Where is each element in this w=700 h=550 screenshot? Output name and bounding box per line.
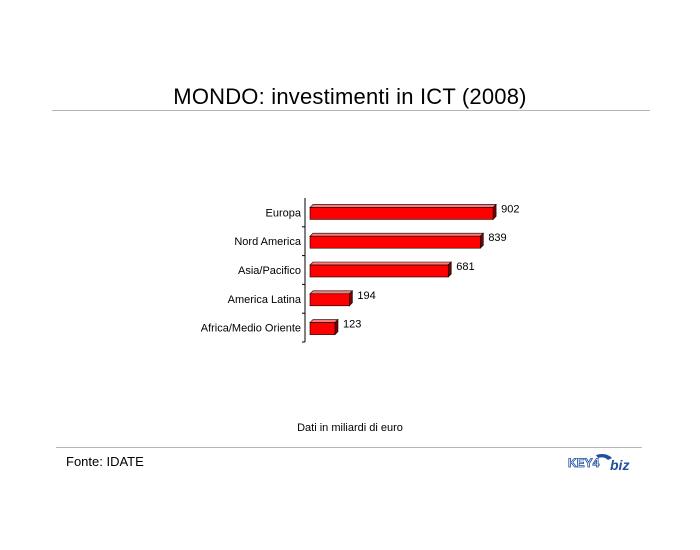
bar-front-face	[309, 264, 449, 278]
bar-side-face	[349, 290, 353, 307]
bar-top-face	[309, 290, 354, 295]
bar-top-face	[309, 204, 497, 208]
value-label-america-latina: 194	[357, 290, 375, 302]
value-label-europa: 902	[501, 203, 519, 215]
bar-nord-america	[309, 232, 485, 249]
bar-side-face	[447, 261, 452, 278]
logo-key-text: KEY4	[568, 456, 600, 470]
category-label-nord-america: Nord America	[234, 236, 302, 248]
category-label-europa: Europa	[266, 207, 302, 219]
bar-front-face	[309, 322, 336, 335]
unit-note: Dati in miliardi di euro	[297, 422, 403, 434]
bar-top-face	[309, 319, 339, 323]
category-label-america-latina: America Latina	[228, 294, 302, 306]
bar-africa-medio-oriente	[309, 318, 339, 336]
bar-front-face	[309, 293, 350, 307]
value-label-nord-america: 839	[488, 232, 506, 244]
bar-top-face	[309, 232, 485, 237]
footer-divider	[56, 447, 642, 448]
category-label-asia-pacifico: Asia/Pacifico	[238, 265, 301, 277]
bar-front-face	[309, 207, 494, 220]
bar-top-face	[309, 261, 452, 266]
bar-europa	[309, 203, 497, 221]
bar-america-latina	[309, 290, 354, 307]
category-label-africa-medio-oriente: Africa/Medio Oriente	[201, 323, 301, 335]
logo-swoosh	[596, 454, 612, 460]
value-label-africa-medio-oriente: 123	[343, 319, 361, 331]
chart-title: MONDO: investimenti in ICT (2008)	[173, 84, 527, 109]
bar-side-face	[480, 232, 484, 249]
key4biz-logo: KEY4 biz	[568, 454, 629, 473]
logo-biz-text: biz	[610, 457, 629, 473]
title-divider	[52, 110, 650, 111]
bar-side-face	[492, 203, 497, 221]
bars-layer: Europa 902 Nord America 839 Asia/Pacifico 681…	[201, 203, 519, 343]
value-label-asia-pacifico: 681	[456, 261, 474, 273]
source-label: Fonte: IDATE	[66, 454, 144, 469]
bar-front-face	[309, 235, 481, 249]
bar-side-face	[334, 318, 339, 336]
bar-asia-pacifico	[309, 261, 452, 278]
